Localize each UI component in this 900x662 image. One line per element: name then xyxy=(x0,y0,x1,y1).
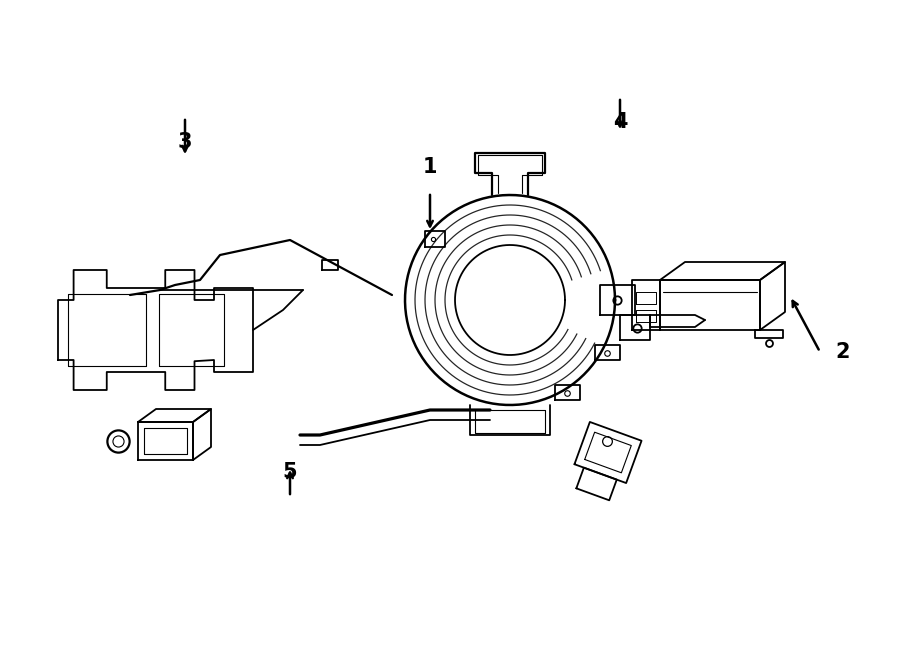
Text: 2: 2 xyxy=(835,342,850,362)
Text: 1: 1 xyxy=(423,157,437,177)
Text: 3: 3 xyxy=(178,132,193,152)
Text: 5: 5 xyxy=(283,462,297,482)
Text: 4: 4 xyxy=(613,112,627,132)
